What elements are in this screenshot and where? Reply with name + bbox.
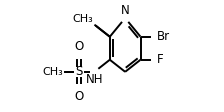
Text: F: F [157,53,164,66]
Text: Br: Br [157,30,170,43]
Text: CH₃: CH₃ [73,14,93,24]
Text: CH₃: CH₃ [42,67,63,77]
Text: O: O [74,40,84,53]
Text: NH: NH [86,73,103,86]
Text: N: N [121,4,129,17]
Text: O: O [74,90,84,103]
Text: S: S [75,65,83,78]
